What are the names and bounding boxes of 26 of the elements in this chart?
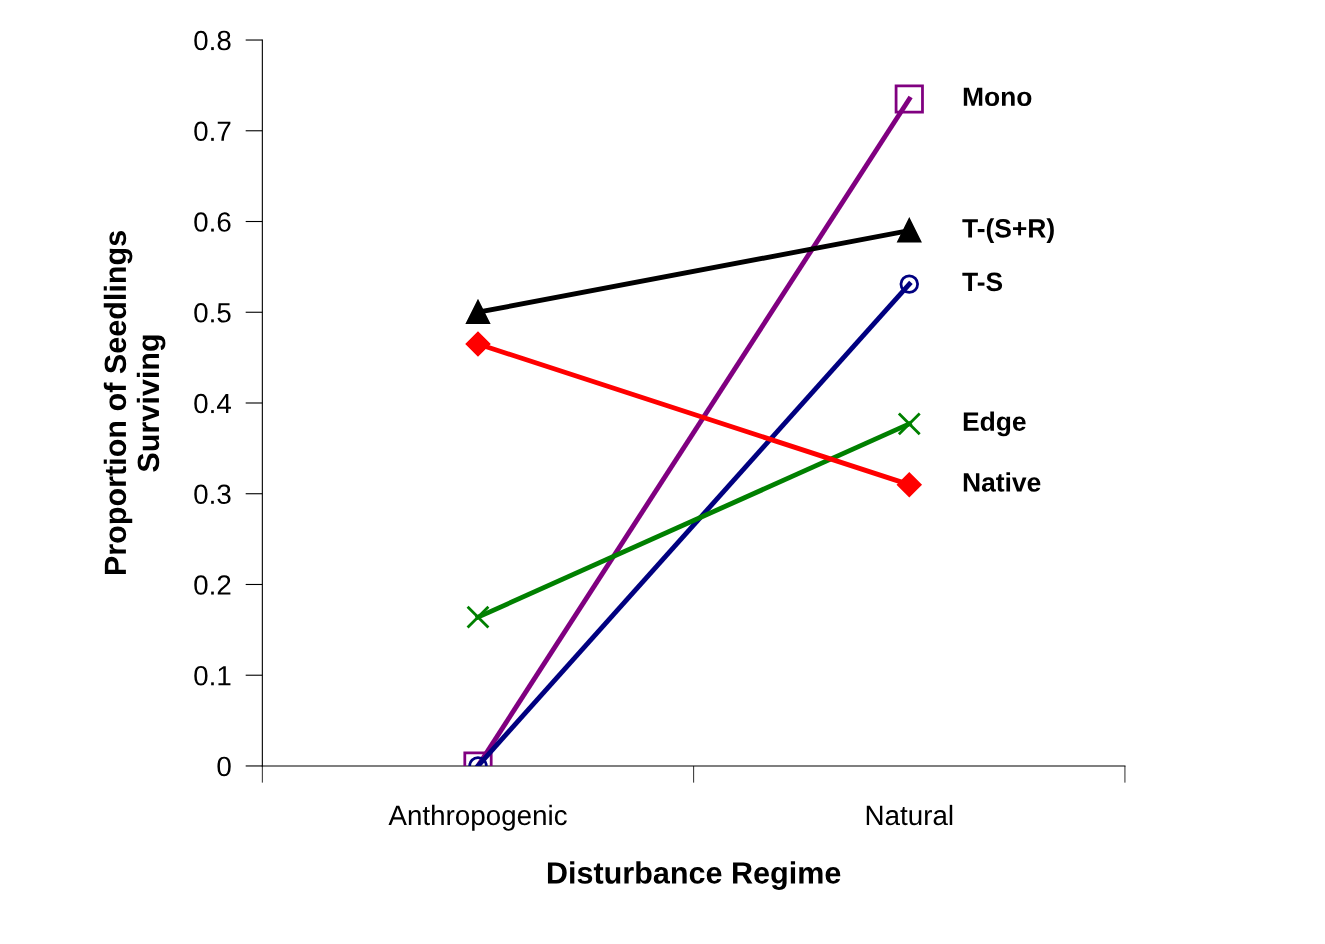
point — [894, 84, 924, 114]
series-label: T-(S+R) — [962, 218, 1054, 243]
y-tick-label: 0.6 — [194, 212, 231, 232]
x-axis-title: Disturbance Regime — [547, 861, 841, 890]
y-tick-label: 0.5 — [194, 302, 231, 323]
point — [466, 605, 490, 629]
x-tick-label: Natural — [866, 804, 953, 826]
series-label: Edge — [963, 411, 1026, 437]
point — [465, 331, 491, 357]
point — [897, 412, 922, 436]
point — [466, 300, 490, 325]
point — [897, 472, 922, 497]
y-tick-label: 0 — [217, 756, 231, 777]
y-tick-label: 0.7 — [194, 121, 231, 142]
point — [897, 218, 922, 243]
y-tick-label: 0.3 — [194, 484, 231, 505]
series-label: Native — [963, 472, 1041, 492]
series-label: T-S — [962, 272, 1003, 292]
series-label: Mono — [963, 87, 1032, 107]
x-tick-label: Anthropogenic — [388, 804, 567, 831]
point — [899, 274, 919, 294]
y-tick-label: 0.2 — [194, 575, 231, 595]
y-tick-label: 0.4 — [194, 393, 231, 414]
y-axis-title: Proportion of Seedlings Surviving — [103, 231, 166, 575]
y-tick-label: 0.1 — [194, 665, 231, 686]
y-tick-label: 0.8 — [194, 30, 231, 51]
